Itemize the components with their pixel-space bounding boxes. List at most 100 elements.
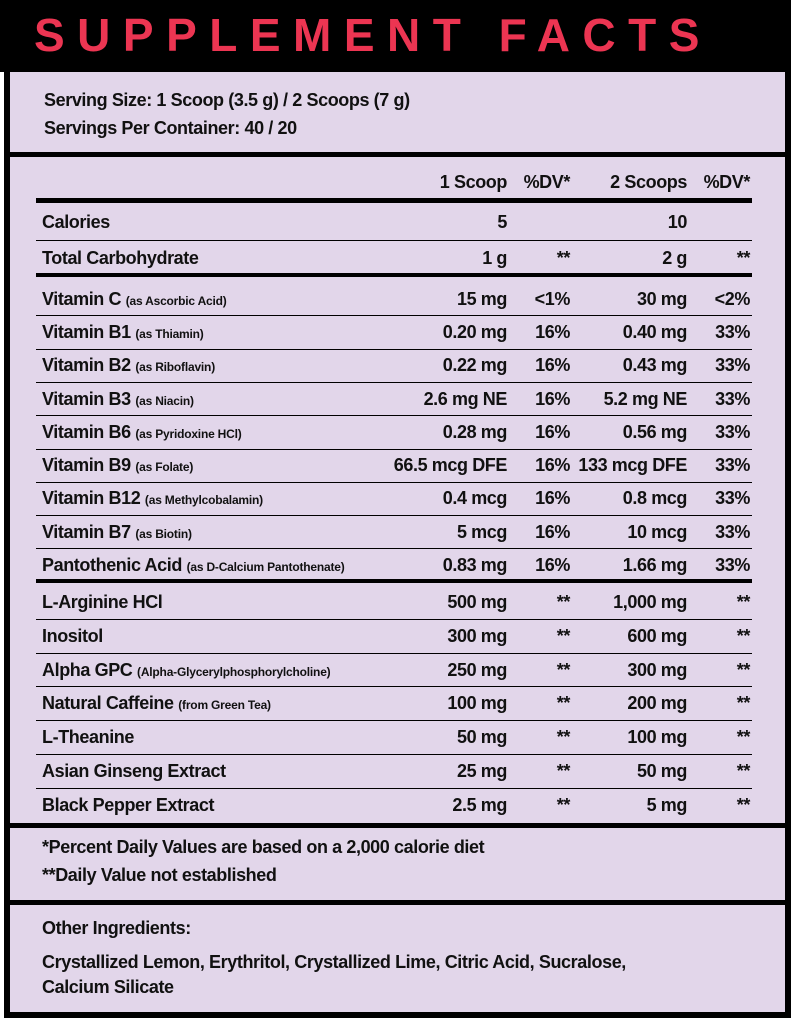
nutrient: Vitamin B3 [42, 388, 131, 409]
nutrient-name: Pantothenic Acid (as D-Calcium Pantothen… [42, 555, 345, 576]
nutrient: L-Theanine [42, 727, 135, 748]
row-rule [36, 720, 752, 722]
amount: 5 mg [646, 794, 688, 815]
row-rule [36, 652, 752, 654]
nutrient-name: Vitamin B9 (as Folate) [42, 455, 193, 476]
row-rule [36, 548, 752, 550]
nutrient: Vitamin B1 [42, 321, 131, 342]
nutrient-note: (as D-Calcium Pantothenate) [186, 560, 345, 575]
section-rule [4, 822, 785, 828]
nutrient-name: Vitamin B7 (as Biotin) [42, 522, 192, 543]
nutrient-note: (as Riboflavin) [135, 360, 215, 375]
amount: 33% [715, 388, 750, 409]
nutrient: Calories [42, 212, 110, 232]
nutrient-note: (as Ascorbic Acid) [125, 293, 227, 308]
amount: 33% [715, 521, 750, 542]
amount: 25 mg [456, 760, 507, 781]
nutrient: Asian Ginseng Extract [42, 760, 226, 781]
amount: 100 mg [447, 693, 507, 714]
nutrient: Black Pepper Extract [42, 794, 215, 815]
amount: ** [556, 659, 571, 680]
amount: 2.6 mg NE [423, 388, 508, 409]
amount: 16% [535, 355, 570, 376]
nutrient-note: (as Biotin) [135, 526, 192, 541]
nutrient-name: Black Pepper Extract [42, 795, 214, 816]
amount: ** [736, 794, 751, 815]
servings-per-container: Servings Per Container: 40 / 20 [44, 118, 297, 138]
thick-rule [4, 900, 785, 905]
column-header: %DV* [523, 172, 571, 192]
amount: 2.5 mg [452, 794, 507, 815]
amount: ** [736, 727, 751, 748]
amount: 250 mg [447, 659, 507, 680]
amount: <2% [714, 288, 751, 309]
row-rule [36, 686, 752, 688]
row-rule [36, 381, 752, 383]
column-header: %DV* [703, 172, 751, 192]
amount: 33% [715, 321, 750, 342]
section-rule [36, 578, 752, 583]
nutrient: Vitamin B9 [42, 455, 131, 476]
amount: 16% [535, 421, 570, 442]
amount: ** [556, 693, 571, 714]
nutrient: Vitamin B12 [42, 488, 141, 509]
nutrient-note: (Alpha-Glycerylphosphorylcholine) [137, 664, 331, 679]
row-rule [36, 448, 752, 450]
amount: 0.40 mg [622, 321, 688, 342]
amount: ** [556, 625, 571, 646]
nutrient-name: L-Arginine HCl [42, 591, 163, 613]
amount: ** [556, 248, 571, 268]
amount: 33% [715, 555, 750, 576]
serving-size: Serving Size: 1 Scoop (3.5 g) / 2 Scoops… [44, 90, 410, 110]
amount: ** [556, 760, 571, 781]
row-rule [36, 315, 752, 317]
amount: 33% [715, 355, 750, 376]
amount: 100 mg [627, 727, 687, 748]
corner-cut [750, 40, 791, 72]
amount: 16% [535, 555, 570, 576]
amount: ** [736, 625, 751, 646]
amount: 16% [535, 455, 570, 476]
column-header: 1 Scoop [439, 172, 508, 192]
amount: 0.20 mg [442, 321, 508, 342]
amount: 0.28 mg [442, 421, 508, 442]
thick-rule [4, 152, 785, 157]
other-ingredients-text: Crystallized Lemon, Erythritol, Crystall… [42, 952, 626, 997]
amount: 15 mg [456, 288, 507, 309]
row-rule [36, 618, 752, 620]
amount: 16% [535, 321, 570, 342]
amount: 300 mg [627, 659, 687, 680]
column-header: 2 Scoops [610, 172, 687, 192]
nutrient-name: L-Theanine [42, 727, 134, 748]
amount: 600 mg [627, 625, 687, 646]
nutrient-name: Natural Caffeine (from Green Tea) [42, 693, 271, 714]
nutrient-name: Vitamin B6 (as Pyridoxine HCl) [42, 422, 242, 443]
amount: 0.8 mcg [622, 488, 688, 509]
nutrient-name: Vitamin C (as Ascorbic Acid) [42, 289, 227, 310]
nutrient: Vitamin B7 [42, 521, 131, 542]
row-rule [36, 515, 752, 517]
amount: 50 mg [636, 760, 687, 781]
amount: ** [556, 727, 571, 748]
amount: 5.2 mg NE [603, 388, 688, 409]
amount: 0.22 mg [442, 355, 508, 376]
nutrient: Alpha GPC [42, 659, 133, 680]
other-ingredients-title: Other Ingredients: [42, 918, 191, 938]
amount: 133 mcg DFE [578, 455, 687, 476]
amount: 200 mg [627, 693, 687, 714]
nutrient-note: (from Green Tea) [178, 698, 271, 713]
amount: 10 mcg [627, 521, 687, 542]
nutrient-note: (as Thiamin) [135, 326, 204, 341]
nutrient: Vitamin B6 [42, 421, 131, 442]
nutrient-name: Vitamin B2 (as Riboflavin) [42, 355, 215, 376]
amount: 2 g [662, 248, 687, 268]
nutrient: L-Arginine HCl [42, 591, 163, 612]
row-rule [36, 415, 752, 417]
nutrient: Total Carbohydrate [42, 248, 199, 268]
nutrient-name: Alpha GPC (Alpha-Glycerylphosphorylcholi… [42, 659, 331, 681]
amount: 0.83 mg [442, 555, 508, 576]
row-rule [36, 754, 752, 755]
amount: ** [736, 693, 751, 714]
thick-rule [36, 198, 752, 203]
amount: ** [736, 591, 751, 612]
